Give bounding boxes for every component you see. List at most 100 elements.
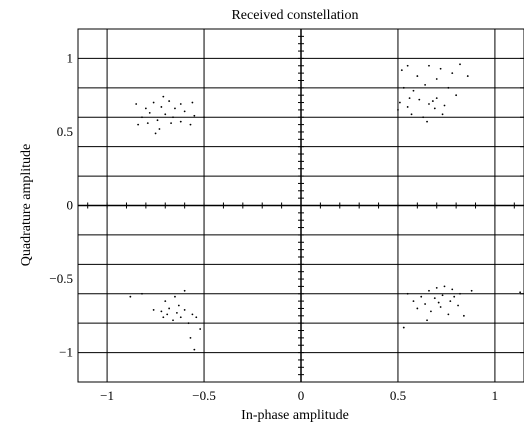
center-axes: [78, 28, 524, 383]
data-point: [435, 78, 438, 80]
data-point: [437, 301, 440, 304]
data-point: [424, 303, 427, 305]
data-point: [164, 113, 167, 116]
data-point: [168, 307, 171, 310]
data-point: [424, 83, 427, 86]
data-point: [162, 316, 165, 319]
data-point: [187, 322, 190, 325]
data-point: [453, 295, 456, 298]
y-tick-label: 0.5: [57, 124, 73, 139]
data-point: [433, 297, 436, 300]
data-point: [462, 314, 465, 317]
data-point: [189, 123, 192, 126]
data-point: [191, 313, 194, 316]
data-point: [435, 286, 438, 289]
data-point: [170, 122, 172, 125]
data-point: [447, 313, 450, 316]
data-point: [141, 116, 143, 119]
data-point: [431, 100, 434, 102]
data-point: [203, 116, 205, 119]
data-point: [455, 94, 458, 97]
data-point: [154, 132, 157, 135]
data-point: [406, 64, 409, 67]
data-point: [426, 319, 428, 322]
data-point: [160, 106, 163, 108]
data-point: [408, 97, 411, 100]
data-point: [412, 89, 415, 92]
data-point: [172, 116, 174, 119]
data-point: [137, 123, 140, 126]
data-point: [451, 288, 454, 291]
data-point: [428, 103, 430, 105]
data-point: [406, 292, 409, 295]
data-point: [418, 98, 421, 101]
data-point: [193, 114, 196, 117]
data-point: [410, 113, 413, 116]
data-point: [148, 111, 151, 114]
data-point: [156, 119, 159, 122]
data-point: [162, 95, 165, 98]
data-point: [179, 103, 182, 105]
data-point: [397, 108, 399, 111]
data-point: [466, 75, 469, 77]
data-point: [416, 75, 419, 77]
data-point: [191, 101, 194, 104]
x-tick-label: 0.5: [390, 388, 406, 403]
data-point: [179, 120, 182, 123]
data-point: [470, 289, 473, 292]
data-point: [144, 107, 147, 110]
data-point: [166, 313, 169, 316]
data-point: [175, 311, 178, 314]
data-point: [519, 291, 522, 294]
data-point: [459, 63, 461, 66]
data-point: [183, 110, 186, 113]
data-point: [193, 348, 196, 351]
data-point: [426, 120, 428, 123]
y-tick-label: 1: [67, 50, 74, 65]
data-point: [168, 100, 171, 102]
data-point: [441, 113, 444, 116]
data-point: [439, 67, 442, 70]
data-point: [135, 103, 138, 105]
data-point: [406, 106, 409, 108]
data-point: [443, 104, 446, 107]
x-tick-label: −1: [100, 388, 114, 403]
data-point: [152, 309, 155, 311]
data-point: [398, 101, 401, 104]
data-point: [435, 97, 438, 100]
data-points: [129, 63, 522, 351]
chart-title: Received constellation: [231, 8, 358, 23]
data-point: [174, 295, 176, 298]
data-point: [400, 69, 403, 72]
y-axis-label: Quadrature amplitude: [19, 144, 34, 266]
x-tick-labels: −1 −0.5 0 0.5 1: [100, 388, 498, 403]
data-point: [402, 326, 405, 329]
x-tick-label: 1: [492, 388, 499, 403]
data-point: [459, 292, 461, 295]
data-point: [420, 295, 423, 298]
y-tick-label: 0: [67, 198, 74, 213]
data-point: [422, 116, 425, 119]
data-point: [129, 295, 132, 298]
data-point: [447, 86, 450, 89]
data-point: [428, 64, 430, 67]
x-tick-label: 0: [298, 388, 305, 403]
data-point: [183, 309, 186, 311]
data-point: [433, 107, 436, 110]
data-point: [412, 300, 415, 303]
data-point: [174, 107, 176, 110]
data-point: [189, 336, 192, 339]
data-point: [172, 319, 174, 322]
data-point: [160, 310, 163, 313]
data-point: [441, 294, 444, 297]
data-point: [451, 72, 454, 75]
data-point: [183, 289, 186, 292]
data-point: [146, 122, 149, 125]
y-tick-label: −0.5: [49, 271, 73, 286]
data-point: [141, 292, 143, 295]
x-axis-label: In-phase amplitude: [241, 408, 349, 423]
data-point: [416, 307, 419, 310]
data-point: [164, 300, 167, 303]
data-point: [428, 289, 430, 292]
